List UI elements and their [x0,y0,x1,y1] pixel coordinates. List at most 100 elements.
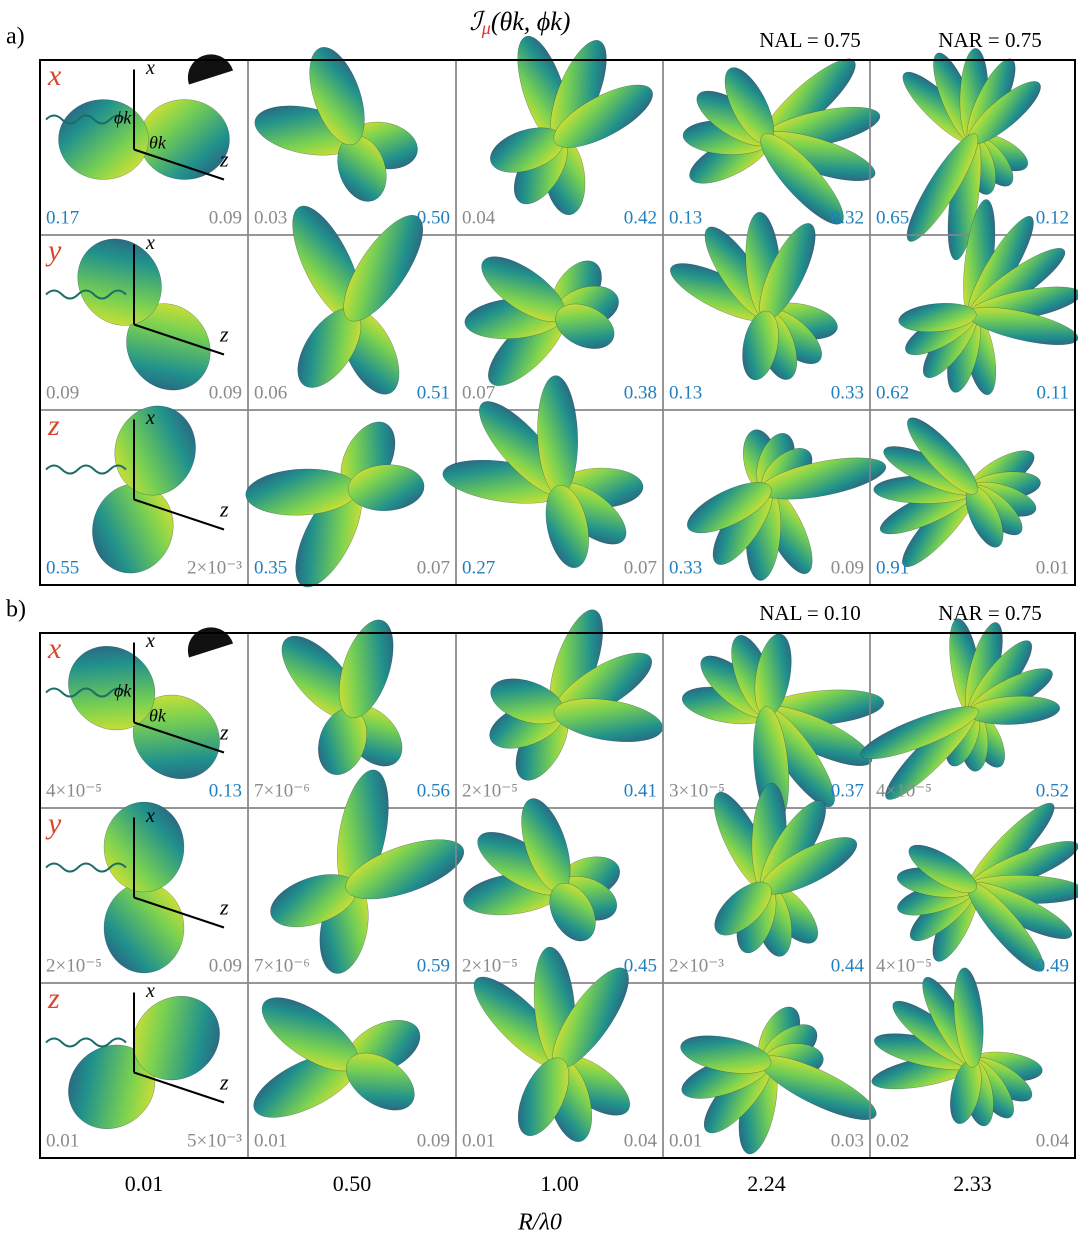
column-label: 2.24 [747,1171,786,1196]
value-right: 0.37 [831,780,864,801]
radiation-pattern [253,997,421,1118]
radiation-pattern [92,405,196,574]
radiation-pattern [463,798,620,942]
incident-wave [45,687,127,698]
lobe [906,133,979,242]
radiation-pattern [442,375,644,568]
radiation-pattern [464,256,619,386]
title-args: (θk, ϕk) [491,7,571,36]
lobe [555,303,615,349]
radiation-pattern [292,205,423,395]
value-left: 0.07 [462,382,495,403]
value-right: 0.52 [1036,780,1069,801]
axis-arrow [133,498,225,531]
radiation-pattern [896,802,1078,972]
row-label: z [47,982,60,1015]
value-left: 0.35 [254,557,287,578]
detector [187,54,233,85]
value-left: 4×10⁻⁵ [46,780,102,801]
value-right: 0.01 [1036,557,1069,578]
value-right: 5×10⁻³ [187,1130,242,1151]
axis-arrow [133,721,225,754]
incident-wave [45,114,127,125]
value-left: 2×10⁻⁵ [46,955,102,976]
value-left: 0.13 [669,382,702,403]
axis-arrow [133,323,225,356]
axis-arrow [133,896,225,929]
incident-wave [45,862,127,873]
value-left: 2×10⁻⁵ [462,780,518,801]
radiation-pattern [254,47,418,202]
value-right: 0.44 [831,955,865,976]
lobe [549,882,596,942]
lobe [517,1057,570,1136]
value-right: 0.09 [209,955,242,976]
value-left: 2×10⁻³ [669,955,724,976]
lobe [347,464,425,511]
value-right: 0.56 [417,780,450,801]
value-left: 0.62 [876,382,909,403]
value-left: 0.55 [46,557,79,578]
angle-label: θk [149,133,167,153]
lobe [346,1052,415,1111]
lobe [77,238,162,326]
lobe [714,881,772,936]
value-left: 0.01 [462,1130,495,1151]
radiation-pattern [68,996,220,1129]
radiation-pattern [687,429,887,581]
value-right: 0.32 [831,207,864,228]
angle-label: ϕk [114,681,132,701]
value-right: 0.41 [624,780,657,801]
axis-label-x: x [145,805,155,827]
lobe [343,215,423,322]
value-left: 0.01 [254,1130,287,1151]
lobe [860,706,979,760]
column-label: 0.01 [125,1171,164,1196]
radiation-pattern [898,199,1078,395]
panel-frame [39,59,1076,586]
value-left: 0.33 [669,557,702,578]
value-right: 0.09 [209,382,242,403]
title-symbol: ℐ [470,7,486,36]
value-left: 0.03 [254,207,287,228]
value-right: 0.38 [624,382,657,403]
title-sub: μ [481,18,491,38]
na-right: NAR = 0.75 [938,28,1041,52]
lobe [760,133,844,225]
axis-label-z: z [219,322,229,347]
detector [187,627,233,658]
value-left: 0.65 [876,207,909,228]
value-left: 0.06 [254,382,287,403]
axis-arrow [133,148,225,181]
value-right: 0.50 [417,207,450,228]
radiation-pattern [860,618,1060,800]
radiation-pattern [489,609,664,781]
radiation-pattern [58,99,230,180]
value-right: 0.07 [624,557,657,578]
value-right: 0.04 [624,1130,658,1151]
column-label: 2.33 [953,1171,992,1196]
axis-label-x: x [145,630,155,652]
row-label: y [45,234,62,267]
column-label: 0.50 [333,1171,372,1196]
radiation-pattern [245,421,425,588]
radiation-pattern [682,58,881,225]
value-right: 0.07 [417,557,450,578]
value-left: 7×10⁻⁶ [254,955,310,976]
row-label: x [47,59,62,92]
axis-arrow [133,1071,225,1104]
value-right: 0.03 [831,1130,864,1151]
value-right: 0.04 [1036,1130,1070,1151]
na-left: NAL = 0.75 [759,28,860,52]
value-right: 2×10⁻³ [187,557,242,578]
row-label: x [47,632,62,665]
incident-wave [45,289,127,300]
value-left: 0.13 [669,207,702,228]
panel-frame [39,632,1076,1159]
value-right: 0.13 [209,780,242,801]
radiation-pattern [68,646,220,779]
x-title: R/λ0 [517,1210,562,1236]
axis-label-z: z [219,1070,229,1095]
lobe [742,310,779,381]
